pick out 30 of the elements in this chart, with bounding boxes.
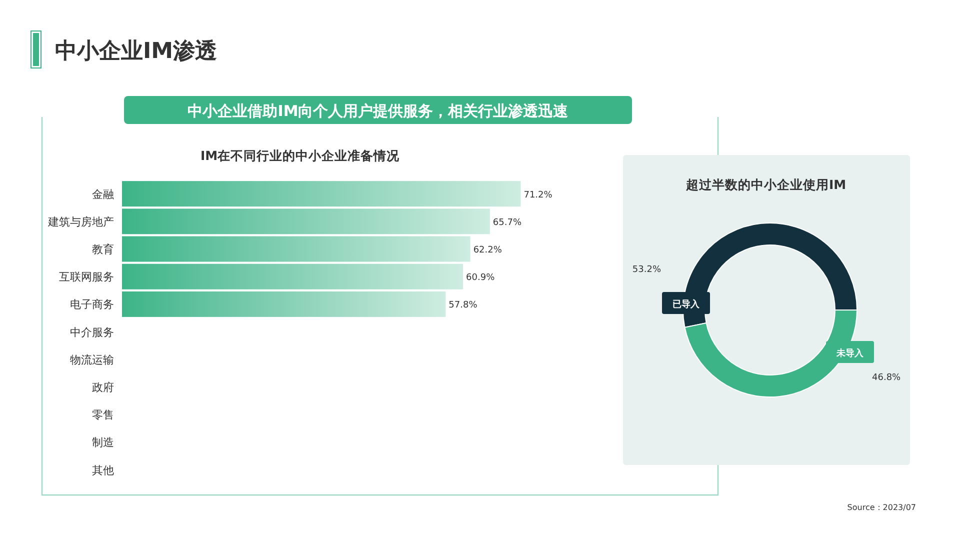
- source-note: Source：2023/07: [847, 503, 916, 512]
- bar: [122, 236, 470, 262]
- y-tick-label: 制造: [92, 436, 114, 450]
- y-tick-label: 物流运输: [70, 353, 114, 366]
- chart-title: 超过半数的中小企业使用IM: [684, 177, 846, 192]
- data-label: 65.7%: [492, 218, 522, 228]
- text: 中小企业借助IM向个人用户提供服务，相关行业渗透迅速: [188, 102, 570, 120]
- y-tick-label: 政府: [92, 381, 114, 394]
- y-tick-label: 中介服务: [70, 326, 114, 339]
- y-tick-label: 零售: [92, 408, 114, 422]
- data-label: 53.2%: [632, 265, 662, 275]
- chart-title: IM在不同行业的中小企业准备情况: [200, 148, 401, 163]
- bar: [122, 264, 464, 290]
- bar: [122, 291, 446, 317]
- data-label: 62.2%: [473, 246, 502, 256]
- bar: [122, 208, 490, 234]
- y-tick-label: 电子商务: [70, 298, 114, 312]
- slice-label: 已导入: [672, 299, 700, 310]
- y-tick-label: 建筑与房地产: [47, 215, 114, 228]
- y-tick-label: 金融: [92, 188, 114, 201]
- data-label: 60.9%: [466, 273, 496, 284]
- data-label: 46.8%: [872, 373, 902, 383]
- bar: [122, 181, 521, 207]
- y-tick-label: 其他: [92, 464, 114, 477]
- y-tick-label: 教育: [92, 243, 114, 256]
- slice-label: 未导入: [836, 348, 864, 359]
- y-tick-label: 互联网服务: [59, 270, 114, 284]
- data-label: 57.8%: [448, 300, 478, 311]
- data-label: 71.2%: [524, 190, 553, 200]
- text: 中小企业IM渗透: [55, 39, 218, 64]
